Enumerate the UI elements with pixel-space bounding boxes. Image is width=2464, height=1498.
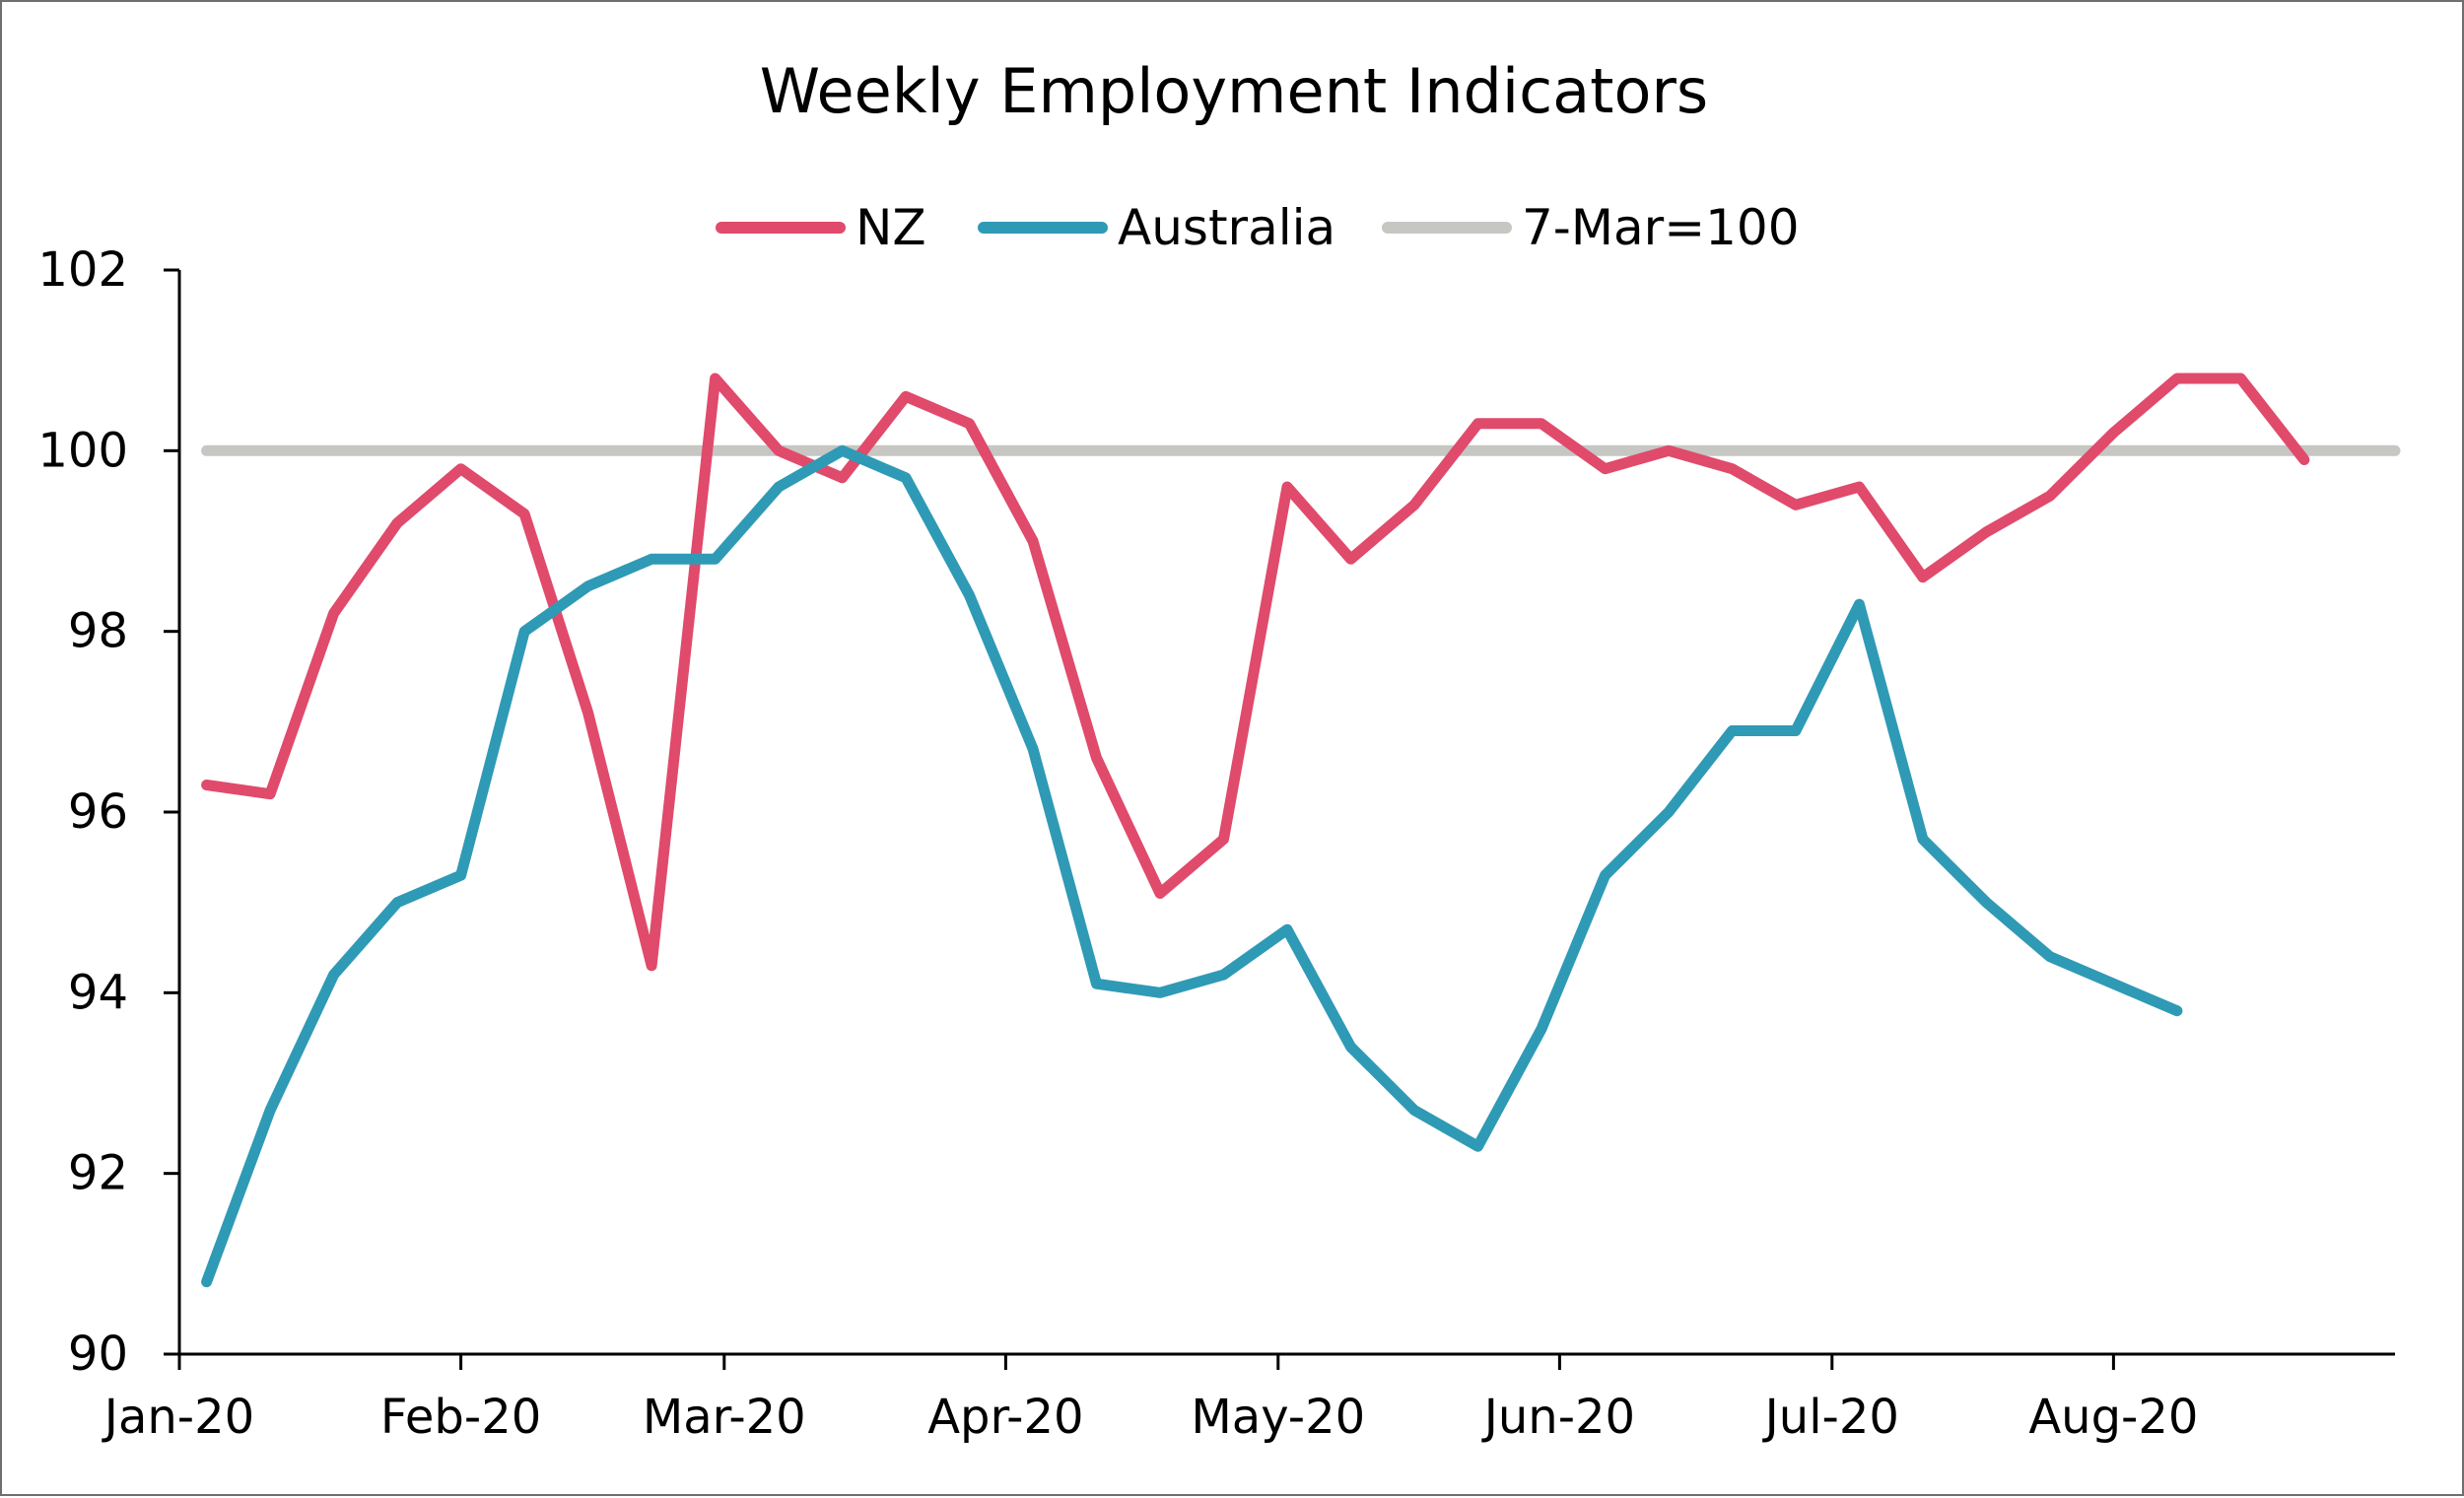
x-tick-label: Jul-20 [1762,1390,1899,1445]
y-tick-label: 94 [68,965,128,1020]
y-tick-label: 92 [68,1146,128,1201]
legend-label-nz: NZ [856,199,926,256]
x-tick-label: May-20 [1191,1390,1365,1445]
legend-label-7-mar-100: 7-Mar=100 [1522,199,1800,256]
series-line-nz [201,373,2310,972]
y-tick-label: 96 [68,784,128,840]
series-line-australia [201,444,2183,1288]
axes: 90 92 94 96 98 100 102 Jan-20 Feb-20 Mar-20 Apr-20… [37,242,2395,1445]
x-tick-label: Feb-20 [380,1390,541,1445]
x-tick-label: Jun-20 [1481,1390,1635,1445]
y-tick-label: 100 [37,423,128,478]
x-tick-label: Aug-20 [2028,1390,2198,1445]
y-tick-label: 90 [68,1327,128,1382]
x-tick-label: Jan-20 [102,1390,254,1445]
x-tick-label: Apr-20 [927,1390,1083,1445]
legend: NZ Australia 7-Mar=100 [716,199,1800,256]
legend-label-australia: Australia [1118,199,1335,256]
chart-title: Weekly Employment Indicators [760,55,1708,127]
series-lines [201,373,2401,1288]
x-tick-label: Mar-20 [643,1390,806,1445]
y-tick-label: 102 [37,242,128,298]
y-tick-label: 98 [68,604,128,659]
